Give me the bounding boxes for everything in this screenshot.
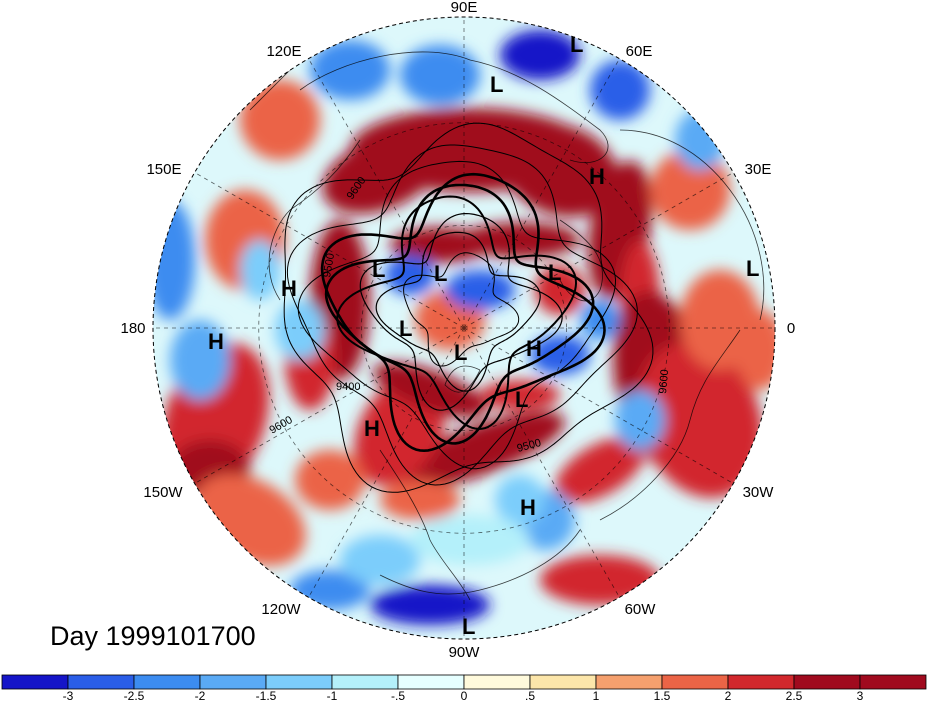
longitude-labels: 90E 60E 30E 0 30W 60W 90W 120W 150W 180 …: [120, 0, 795, 661]
lon-label-90w: 90W: [449, 644, 481, 661]
pressure-system-high: H: [520, 495, 536, 520]
colorbar-swatch: [793, 674, 861, 690]
colorbar-swatch: [331, 674, 399, 690]
map-border: [152, 16, 776, 640]
contour-label: 9400: [336, 381, 360, 393]
colorbar-swatch: [199, 674, 267, 690]
colorbar-tick-label: 3: [857, 689, 864, 702]
pressure-system-low: L: [399, 316, 412, 341]
pressure-system-labels: L L H L H H L L L L L H L H H L: [208, 32, 759, 639]
pressure-system-high: H: [526, 336, 542, 361]
colorbar-swatch: [529, 674, 597, 690]
colorbar-swatch: [463, 674, 531, 690]
colorbar-tick-label: .5: [525, 689, 535, 702]
contour-label: 9500: [321, 252, 337, 278]
contour-label: 9600: [657, 369, 671, 394]
day-title: Day 1999101700: [50, 621, 256, 651]
colorbar-swatch: [133, 674, 201, 690]
lon-label-120w: 120W: [261, 601, 301, 618]
pressure-system-low: L: [462, 614, 475, 639]
lon-label-30w: 30W: [743, 484, 775, 501]
colorbar-tick-label: 0: [461, 689, 468, 702]
colorbar-tick-label: -2: [195, 689, 206, 702]
pressure-system-low: L: [454, 340, 467, 365]
colorbar-tick-label: 1: [593, 689, 600, 702]
lon-label-180: 180: [120, 320, 145, 337]
colorbar-tick-label: -1: [327, 689, 338, 702]
pressure-system-high: H: [208, 329, 224, 354]
lon-label-60w: 60W: [625, 601, 657, 618]
colorbar-tick-label: -3: [63, 689, 74, 702]
colorbar-tick-label: -2.5: [124, 689, 145, 702]
lon-label-90e: 90E: [451, 0, 478, 16]
colorbar-swatch: [727, 674, 795, 690]
colorbar-swatch: [67, 674, 135, 690]
colorbar-tick-label: 2: [725, 689, 732, 702]
pressure-system-low: L: [570, 32, 583, 57]
lon-label-30e: 30E: [745, 161, 772, 178]
pressure-system-high: H: [364, 416, 380, 441]
colorbar-swatch: [595, 674, 663, 690]
lon-label-150w: 150W: [143, 484, 183, 501]
pressure-system-low: L: [372, 257, 385, 282]
lon-label-120e: 120E: [266, 43, 301, 60]
pressure-system-high: H: [281, 276, 297, 301]
pressure-system-low: L: [746, 256, 759, 281]
pressure-system-low: L: [434, 261, 447, 286]
lon-label-0: 0: [787, 320, 795, 337]
pressure-system-low: L: [490, 72, 503, 97]
anomaly-field: [153, 17, 775, 639]
colorbar-swatch: [265, 674, 333, 690]
colorbar-tick-labels: -3 -2.5 -2 -1.5 -1 -.5 0 .5 1 1.5 2 2.5 3: [63, 689, 864, 702]
pressure-system-high: H: [589, 164, 605, 189]
pressure-system-low: L: [548, 260, 561, 285]
colorbar-tick-label: -.5: [391, 689, 405, 702]
colorbar-tick-label: -1.5: [256, 689, 277, 702]
colorbar-swatch: [1, 674, 69, 690]
colorbar-swatch: [859, 674, 927, 690]
lon-label-150e: 150E: [146, 161, 181, 178]
colorbar: [1, 674, 927, 690]
colorbar-swatch: [661, 674, 729, 690]
lon-label-60e: 60E: [626, 43, 653, 60]
colorbar-tick-label: 2.5: [786, 689, 803, 702]
colorbar-tick-label: 1.5: [654, 689, 671, 702]
pressure-system-low: L: [515, 387, 528, 412]
colorbar-swatch: [397, 674, 465, 690]
